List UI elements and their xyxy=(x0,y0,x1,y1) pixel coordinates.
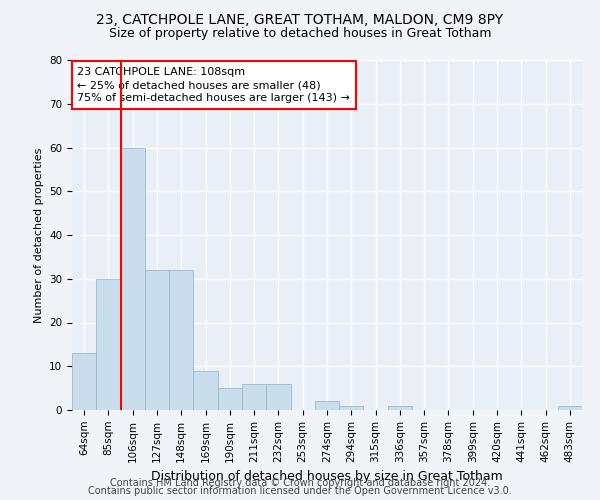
Bar xyxy=(193,370,218,410)
X-axis label: Distribution of detached houses by size in Great Totham: Distribution of detached houses by size … xyxy=(151,470,503,483)
Bar xyxy=(72,353,96,410)
Bar xyxy=(388,406,412,410)
Bar xyxy=(169,270,193,410)
Bar xyxy=(266,384,290,410)
Bar xyxy=(558,406,582,410)
Bar xyxy=(339,406,364,410)
Bar xyxy=(315,401,339,410)
Text: 23, CATCHPOLE LANE, GREAT TOTHAM, MALDON, CM9 8PY: 23, CATCHPOLE LANE, GREAT TOTHAM, MALDON… xyxy=(97,12,503,26)
Text: Contains HM Land Registry data © Crown copyright and database right 2024.: Contains HM Land Registry data © Crown c… xyxy=(110,478,490,488)
Y-axis label: Number of detached properties: Number of detached properties xyxy=(34,148,44,322)
Bar xyxy=(145,270,169,410)
Text: Contains public sector information licensed under the Open Government Licence v3: Contains public sector information licen… xyxy=(88,486,512,496)
Bar xyxy=(96,279,121,410)
Text: Size of property relative to detached houses in Great Totham: Size of property relative to detached ho… xyxy=(109,28,491,40)
Text: 23 CATCHPOLE LANE: 108sqm
← 25% of detached houses are smaller (48)
75% of semi-: 23 CATCHPOLE LANE: 108sqm ← 25% of detac… xyxy=(77,67,350,104)
Bar xyxy=(121,148,145,410)
Bar xyxy=(218,388,242,410)
Bar xyxy=(242,384,266,410)
